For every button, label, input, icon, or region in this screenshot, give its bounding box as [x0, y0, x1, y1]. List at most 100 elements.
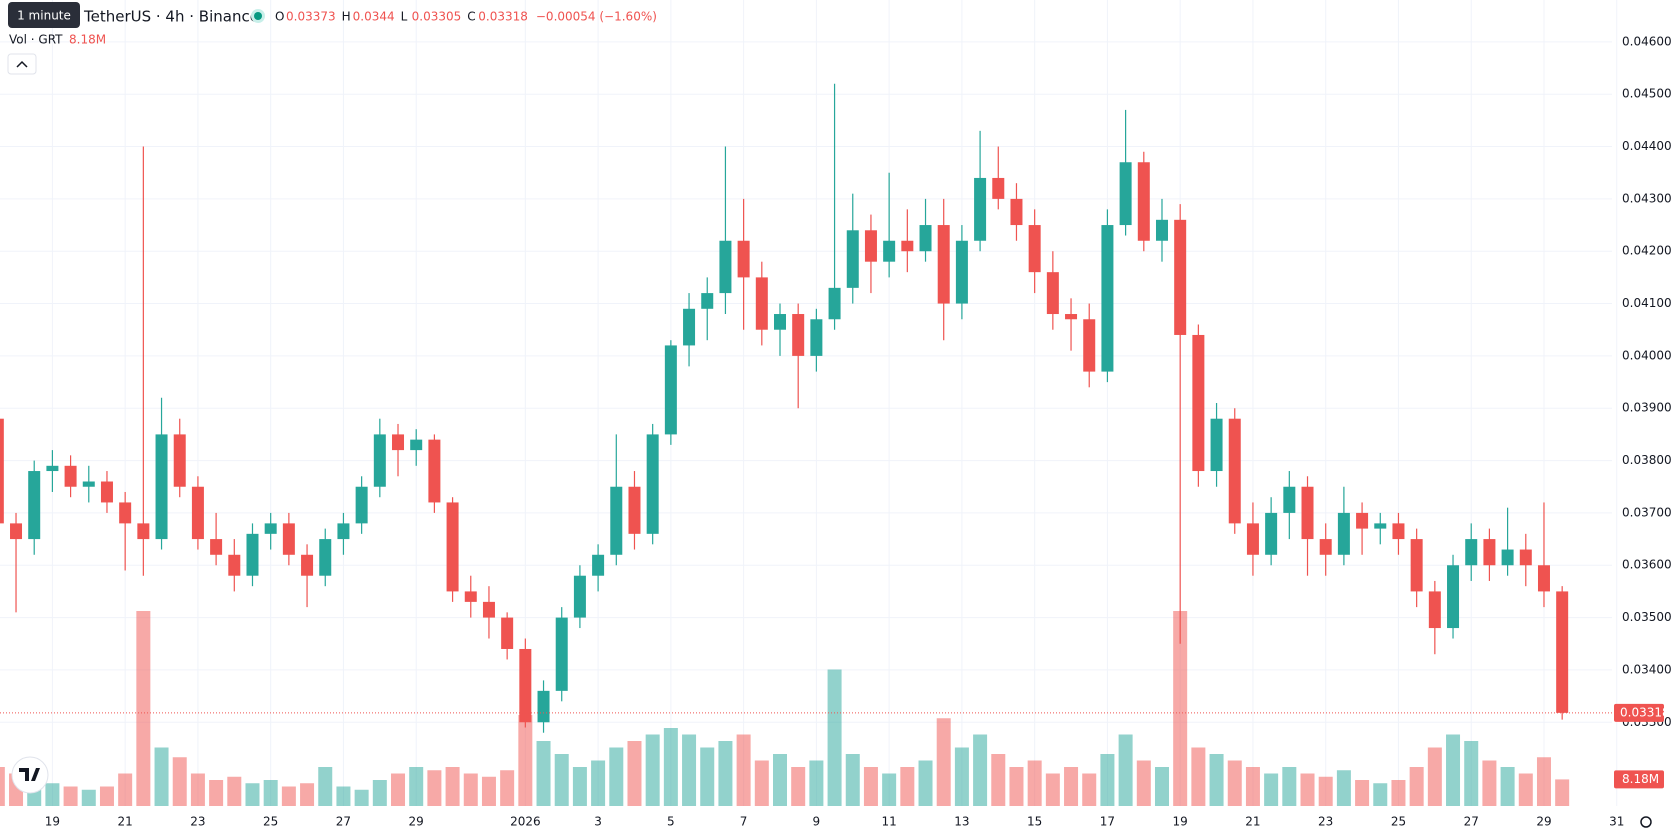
volume-bar	[172, 757, 187, 806]
candle-body	[28, 471, 41, 540]
candle-body	[828, 287, 841, 320]
candle-body	[1519, 549, 1532, 566]
candle-body	[883, 240, 896, 262]
volume-bar	[518, 715, 533, 806]
volume-bar	[63, 786, 78, 806]
candle-body	[64, 465, 77, 487]
volume-bar	[718, 741, 733, 806]
volume-bar	[645, 734, 660, 806]
candle-body	[555, 617, 568, 691]
candle-body	[1065, 314, 1078, 320]
candle-body	[137, 523, 150, 540]
last-price-tag	[1614, 703, 1664, 722]
volume-bar	[1100, 754, 1115, 806]
candle-body	[1246, 523, 1259, 555]
candle-body	[664, 345, 677, 435]
candle-body	[82, 481, 95, 487]
candle-body	[519, 648, 532, 723]
candle-body	[1210, 418, 1223, 472]
x-tick-label: 21	[1245, 815, 1260, 829]
volume-bar	[209, 780, 224, 806]
ohlc-value: 0.03373	[286, 10, 336, 24]
volume-bar	[1318, 776, 1333, 806]
collapse-button[interactable]	[7, 53, 37, 75]
volume-bar	[1173, 611, 1188, 806]
candle-body	[955, 240, 968, 304]
candle-body	[1447, 565, 1460, 629]
volume-bar	[900, 767, 915, 806]
volume-bar	[481, 776, 496, 806]
volume-bar	[1282, 767, 1297, 806]
candle-body	[410, 439, 423, 451]
volume-bar	[372, 780, 387, 806]
candle-body	[1501, 549, 1514, 566]
candle-body	[628, 486, 641, 534]
volume-bar	[427, 770, 442, 806]
volume-bar	[1064, 767, 1079, 806]
x-tick-label: 19	[45, 815, 60, 829]
candle-body	[1301, 486, 1314, 540]
y-tick-label: 0.03700	[1622, 505, 1672, 519]
settings-icon[interactable]	[1640, 816, 1652, 828]
candle-body	[482, 601, 495, 618]
tooltip-bg	[8, 2, 80, 28]
candle-body	[0, 418, 4, 524]
x-tick-label: 23	[1318, 815, 1333, 829]
candle-body	[228, 554, 241, 576]
y-tick-label: 0.04100	[1622, 296, 1672, 310]
candle-body	[355, 486, 368, 524]
volume-bar	[391, 773, 406, 806]
x-tick-label: 27	[1464, 815, 1479, 829]
volume-bar	[118, 773, 133, 806]
volume-bar	[1536, 757, 1551, 806]
volume-bar	[1427, 747, 1442, 806]
ohlc-label: H	[342, 10, 351, 24]
volume-bar	[663, 728, 678, 806]
x-tick-label: 5	[667, 815, 675, 829]
candle-body	[1174, 219, 1187, 335]
volume-bar	[318, 767, 333, 806]
volume-bar	[1209, 754, 1224, 806]
candle-body	[264, 523, 277, 534]
volume-bar	[99, 786, 114, 806]
candle-body	[937, 225, 950, 304]
ohlc-label: L	[401, 10, 408, 24]
candle-body	[1428, 591, 1441, 629]
volume-bar	[263, 780, 278, 806]
candle-body	[10, 523, 23, 540]
volume-bar	[700, 747, 715, 806]
y-tick-label: 0.03600	[1622, 558, 1672, 572]
volume-bar	[827, 669, 842, 806]
candle-body	[592, 554, 605, 576]
volume-bar	[918, 760, 933, 806]
volume-bar	[609, 747, 624, 806]
volume-bar	[1300, 773, 1315, 806]
candle-body	[992, 177, 1005, 199]
y-tick-label: 0.04300	[1622, 191, 1672, 205]
candle-body	[392, 434, 405, 451]
candle-body	[1083, 319, 1096, 372]
candle-body	[46, 465, 59, 472]
logo-bg[interactable]	[11, 756, 49, 794]
candle-body	[1356, 512, 1369, 529]
volume-bar	[300, 783, 315, 806]
volume-bar	[591, 760, 606, 806]
candle-body	[846, 230, 859, 288]
candle-body	[337, 523, 350, 540]
candle-body	[119, 502, 132, 524]
volume-bar	[445, 767, 460, 806]
candle-body	[774, 314, 786, 330]
volume-bar	[627, 741, 642, 806]
volume-bar	[536, 741, 551, 806]
volume-bar	[1518, 773, 1533, 806]
x-tick-label: 9	[813, 815, 821, 829]
volume-bar	[336, 786, 351, 806]
candle-body	[1101, 225, 1114, 372]
y-tick-label: 0.04600	[1622, 34, 1672, 48]
candle-body	[1465, 539, 1478, 566]
volume-bar	[845, 754, 860, 806]
volume-bar	[227, 776, 242, 806]
logo	[19, 768, 40, 781]
volume-bar	[954, 747, 969, 806]
